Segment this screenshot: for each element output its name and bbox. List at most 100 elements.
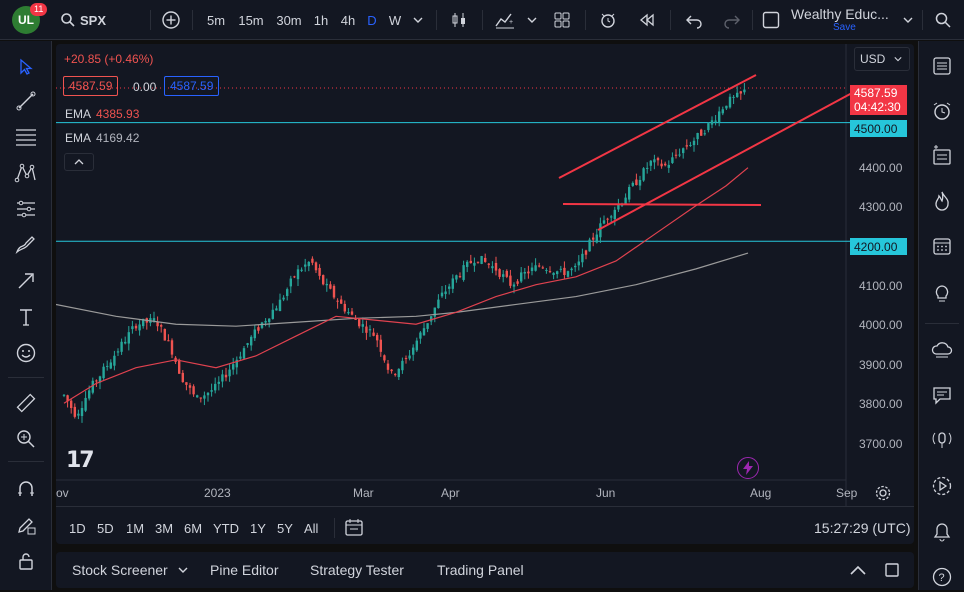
- calendar-button[interactable]: [926, 231, 958, 261]
- interval-1h[interactable]: 1h: [313, 12, 329, 28]
- price-chart[interactable]: [56, 44, 914, 544]
- interval-30m[interactable]: 30m: [276, 12, 302, 28]
- object-tree-button[interactable]: [926, 141, 958, 171]
- tab-pine-editor[interactable]: Pine Editor: [210, 562, 279, 578]
- range-3m[interactable]: 3M: [155, 520, 174, 536]
- pattern-tool[interactable]: [10, 159, 42, 187]
- forecast-tool[interactable]: [10, 195, 42, 223]
- interval-4h[interactable]: 4h: [340, 12, 356, 28]
- notifications-button[interactable]: [926, 517, 958, 547]
- range-6m[interactable]: 6M: [184, 520, 203, 536]
- candle-body: [116, 351, 120, 353]
- range-5d[interactable]: 5D: [97, 520, 114, 536]
- cursor-tool[interactable]: [10, 53, 42, 81]
- lightning-icon[interactable]: [737, 457, 759, 479]
- candle-body: [192, 386, 195, 395]
- streams-button[interactable]: [926, 425, 958, 455]
- compare-add-button[interactable]: [158, 0, 184, 40]
- indicators-dropdown[interactable]: [524, 0, 540, 40]
- alerts-button[interactable]: [926, 96, 958, 126]
- layout-select-checkbox[interactable]: [759, 0, 783, 40]
- arrow-tool[interactable]: [10, 267, 42, 295]
- layout-grid-button[interactable]: [549, 0, 575, 40]
- range-5y[interactable]: 5Y: [277, 520, 293, 536]
- ruler-tool[interactable]: [10, 389, 42, 417]
- candle-body: [257, 327, 260, 331]
- data-window-button[interactable]: [926, 335, 958, 365]
- notification-badge: 11: [30, 3, 48, 16]
- rewind-icon: [639, 13, 654, 27]
- chats-button[interactable]: [926, 380, 958, 410]
- lock-tool[interactable]: [10, 547, 42, 575]
- indicators-button[interactable]: +: [491, 0, 519, 40]
- emoji-tool[interactable]: [10, 339, 42, 367]
- alert-button[interactable]: [595, 0, 621, 40]
- range-ytd[interactable]: YTD: [213, 520, 239, 536]
- zoom-tool[interactable]: [10, 425, 42, 453]
- trend-line-tool[interactable]: [10, 87, 42, 115]
- replay-panel-button[interactable]: [926, 471, 958, 501]
- help-button[interactable]: ?: [926, 562, 958, 592]
- trend-line-icon: [16, 91, 36, 111]
- layout-dropdown[interactable]: [900, 0, 916, 40]
- lock-drawing-tool[interactable]: [10, 511, 42, 539]
- tab-strategy-tester[interactable]: Strategy Tester: [310, 562, 404, 578]
- chart-pane[interactable]: +20.85 (+0.46%) 4587.59 0.00 4587.59 EMA…: [56, 44, 914, 544]
- candle-body: [592, 237, 595, 240]
- collapse-panel-button[interactable]: [849, 552, 867, 588]
- redo-button[interactable]: [719, 0, 745, 40]
- candle-body: [700, 129, 703, 136]
- candle-body: [203, 395, 206, 399]
- utc-clock[interactable]: 15:27:29 (UTC): [814, 520, 911, 536]
- currency-select[interactable]: USD: [854, 47, 910, 71]
- undo-button[interactable]: [681, 0, 707, 40]
- candle-body: [80, 407, 84, 416]
- interval-w[interactable]: W: [388, 12, 402, 28]
- range-1m[interactable]: 1M: [126, 520, 145, 536]
- ema-fast-label[interactable]: EMA: [65, 107, 92, 121]
- maximize-panel-button[interactable]: [884, 552, 900, 588]
- tab-stock-screener[interactable]: Stock Screener: [72, 552, 188, 588]
- candle-body: [736, 92, 739, 98]
- brush-tool[interactable]: [10, 231, 42, 259]
- plus-circle-icon: [162, 11, 180, 29]
- avatar-text: UL: [18, 13, 34, 27]
- interval-dropdown[interactable]: [410, 0, 426, 40]
- magnet-tool[interactable]: [10, 475, 42, 503]
- ema-slow-label[interactable]: EMA: [65, 131, 92, 145]
- interval-d[interactable]: D: [367, 12, 377, 28]
- chart-settings-button[interactable]: [874, 484, 894, 504]
- layout-name-button[interactable]: Wealthy Educ... Save: [791, 0, 895, 40]
- candle-body: [466, 261, 469, 267]
- time-tick: Sep: [836, 486, 858, 500]
- range-1d[interactable]: 1D: [69, 520, 86, 536]
- chart-type-button[interactable]: [446, 0, 472, 40]
- candle-body: [163, 329, 166, 341]
- chevron-down-icon: [527, 17, 537, 23]
- hotlists-button[interactable]: [926, 186, 958, 216]
- tab-trading-panel[interactable]: Trading Panel: [437, 562, 524, 578]
- save-label: Save: [833, 22, 856, 33]
- channel-lower-trendline: [597, 92, 853, 231]
- range-1y[interactable]: 1Y: [250, 520, 266, 536]
- symbol-search-button[interactable]: SPX: [60, 0, 112, 40]
- watchlist-button[interactable]: [926, 51, 958, 81]
- text-tool[interactable]: [10, 303, 42, 331]
- collapse-legend-button[interactable]: [64, 153, 94, 171]
- interval-15m[interactable]: 15m: [238, 12, 264, 28]
- candle-body: [714, 120, 717, 122]
- candle-body: [469, 260, 472, 264]
- candle-body: [228, 369, 231, 377]
- tab-stock-screener-label: Stock Screener: [72, 562, 168, 578]
- sell-price-box[interactable]: 4587.59: [63, 76, 119, 96]
- global-search-button[interactable]: [930, 0, 956, 40]
- candle-body: [646, 167, 649, 169]
- replay-button[interactable]: [634, 0, 660, 40]
- ideas-button[interactable]: [926, 279, 958, 309]
- buy-price-box[interactable]: 4587.59: [164, 76, 220, 96]
- fib-tool[interactable]: [10, 123, 42, 151]
- range-all[interactable]: All: [304, 520, 319, 536]
- interval-5m[interactable]: 5m: [206, 12, 226, 28]
- alarm-clock-icon: [933, 102, 951, 120]
- goto-date-button[interactable]: [344, 517, 368, 539]
